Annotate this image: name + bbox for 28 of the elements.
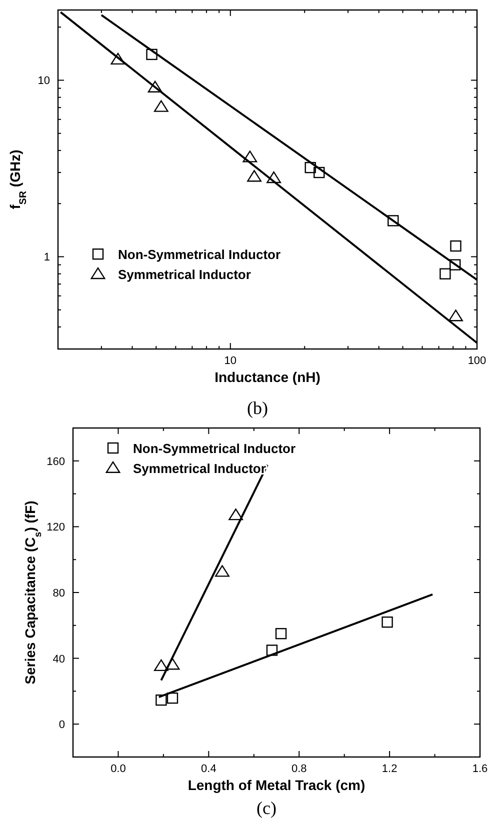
point xyxy=(382,616,393,628)
point xyxy=(154,659,168,672)
x-tick-label: 0.8 xyxy=(291,763,307,775)
legend-label: Non-Symmetrical Inductor xyxy=(133,441,296,456)
y-tick-label: 0 xyxy=(58,719,65,732)
y-tick-label: 80 xyxy=(52,588,65,600)
text: (c) xyxy=(256,798,276,818)
x-tick-label: 0.4 xyxy=(201,763,216,775)
y-tick-label: 160 xyxy=(46,456,65,468)
x-tick-label: 1.6 xyxy=(472,763,488,775)
point xyxy=(165,658,180,670)
x-tick-label: 100 xyxy=(468,355,486,367)
point xyxy=(266,644,278,656)
legend-label: Non-Symmetrical Inductor xyxy=(118,247,281,262)
point xyxy=(166,692,178,704)
y-tick-label: 120 xyxy=(46,522,65,534)
legend-label: Symmetrical Inductor xyxy=(118,267,251,282)
x-axis-title: Length of Metal Track (cm) xyxy=(188,777,366,793)
y-tick-label: 40 xyxy=(52,653,65,666)
point xyxy=(228,508,243,520)
x-tick-label: 1.2 xyxy=(382,763,398,775)
y-tick-label: 1 xyxy=(44,252,50,264)
x-tick-label: 0.0 xyxy=(110,763,126,775)
point xyxy=(275,628,287,640)
text: (b) xyxy=(247,398,268,418)
point xyxy=(156,694,167,706)
point xyxy=(215,565,230,577)
x-axis-title: Inductance (nH) xyxy=(214,369,320,385)
